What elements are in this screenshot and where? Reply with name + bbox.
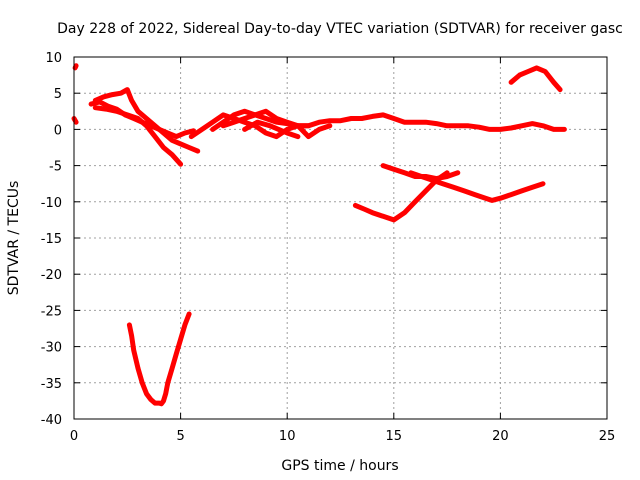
series-line-track-13	[508, 65, 563, 93]
y-tick-label: -15	[41, 232, 62, 247]
x-tick-label: 10	[279, 429, 296, 444]
y-tick-label: -40	[41, 413, 62, 428]
x-axis-label: GPS time / hours	[281, 458, 398, 474]
series-line-track-4	[92, 87, 201, 154]
y-tick-label: -30	[41, 341, 62, 356]
x-tick-labels: 0 5 10 15 20 25	[70, 429, 615, 444]
series-line-track-7	[210, 108, 567, 132]
y-tick-label: -10	[41, 196, 62, 211]
y-tick-label: -35	[41, 377, 62, 392]
series-line-track-1	[72, 63, 79, 71]
chart-title: Day 228 of 2022, Sidereal Day-to-day VTE…	[57, 21, 623, 37]
x-tick-label: 0	[70, 429, 78, 444]
y-tick-label: -20	[41, 268, 62, 283]
axis-ticks	[73, 56, 608, 420]
x-tick-label: 25	[599, 429, 616, 444]
x-tick-label: 15	[386, 429, 403, 444]
x-tick-label: 5	[176, 429, 184, 444]
series-line-track-12	[408, 170, 546, 203]
series-line-track-9	[242, 119, 301, 140]
y-axis-label: SDTVAR / TECUs	[6, 181, 22, 296]
y-tick-labels: 10 5 0 -5 -10 -15 -20 -25 -30 -35 -40	[41, 51, 62, 428]
y-tick-label: -5	[49, 160, 62, 175]
series-layer	[71, 63, 567, 407]
series-line-track-14	[126, 311, 192, 407]
series-line-track-10	[352, 170, 450, 223]
y-tick-label: 0	[54, 123, 62, 138]
y-tick-label: -25	[41, 304, 62, 319]
y-tick-label: 10	[45, 51, 62, 66]
series-line-track-8	[220, 108, 333, 140]
y-tick-label: 5	[54, 87, 62, 102]
grid-lines	[74, 57, 607, 419]
series-line-track-5	[92, 105, 184, 167]
x-tick-label: 20	[492, 429, 509, 444]
